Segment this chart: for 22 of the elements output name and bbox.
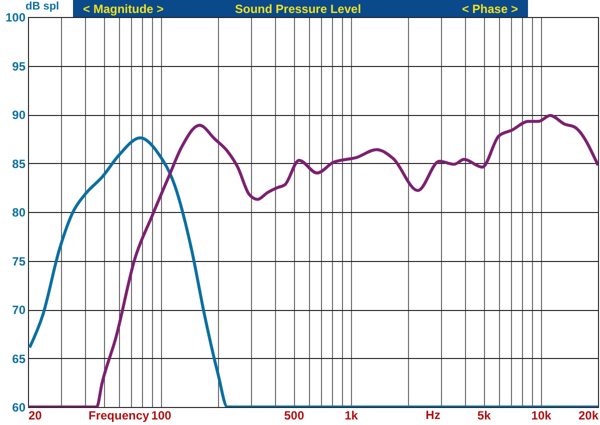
y-axis-title: dB spl bbox=[26, 0, 60, 12]
y-tick-label: 95 bbox=[12, 59, 26, 74]
chart-title: Sound Pressure Level bbox=[234, 2, 362, 16]
x-tick-label: 1k bbox=[344, 408, 358, 422]
x-axis-title: Frequency bbox=[88, 408, 150, 422]
text: Hz bbox=[426, 408, 440, 422]
x-tick-label: 20k bbox=[578, 408, 599, 422]
y-tick-label: 100 bbox=[5, 10, 26, 24]
y-tick-label: 70 bbox=[12, 303, 26, 317]
x-tick-label: 100 bbox=[151, 408, 172, 422]
text: < Phase > bbox=[462, 2, 518, 16]
y-tick-label: 85 bbox=[12, 156, 26, 171]
x-tick-label: 10k bbox=[531, 408, 552, 422]
y-tick-label: 80 bbox=[12, 206, 26, 220]
y-tick-label: 75 bbox=[12, 254, 26, 268]
text: < Magnitude > bbox=[83, 2, 164, 16]
x-tick-label: 20 bbox=[28, 408, 42, 422]
x-tick-label: 500 bbox=[284, 408, 304, 422]
y-tick-label: 65 bbox=[12, 352, 26, 366]
x-tick-label: 5k bbox=[477, 408, 492, 422]
y-tick-label: 90 bbox=[12, 108, 26, 122]
y-tick-label: 60 bbox=[12, 400, 26, 414]
